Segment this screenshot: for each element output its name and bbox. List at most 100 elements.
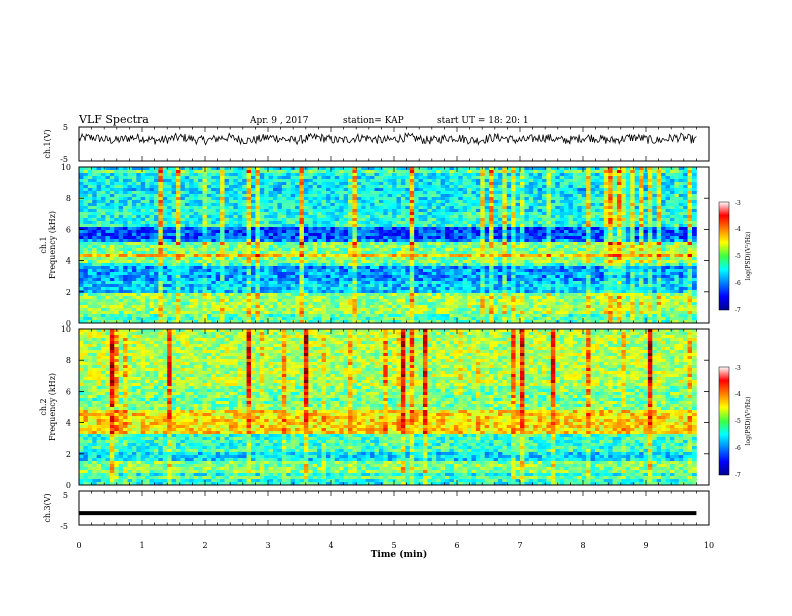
spectrogram-cell	[79, 236, 84, 240]
spectrogram-cell	[114, 263, 120, 267]
spectrogram-cell	[114, 242, 120, 246]
spectrogram-cell	[374, 272, 380, 276]
ch1-spectrogram-image	[79, 167, 697, 324]
spectrogram-cell	[202, 194, 208, 198]
spectrogram-cell	[599, 167, 605, 171]
spectrogram-cell	[568, 242, 574, 246]
spectrogram-cell	[568, 215, 574, 219]
spectrogram-cell	[334, 188, 340, 192]
spectrogram-cell	[246, 263, 252, 267]
spectrogram-cell	[105, 248, 111, 252]
spectrogram-cell	[572, 269, 578, 273]
spectrogram-cell	[577, 182, 583, 186]
spectrogram-cell	[79, 269, 84, 273]
spectrogram-cell	[603, 188, 609, 192]
spectrogram-cell	[550, 239, 556, 243]
spectrogram-cell	[449, 221, 455, 225]
spectrogram-cell	[431, 248, 437, 252]
spectrogram-cell	[237, 167, 243, 171]
spectrogram-cell	[325, 185, 331, 189]
spectrogram-cell	[118, 221, 124, 225]
spectrogram-cell	[568, 257, 574, 261]
spectrogram-cell	[431, 272, 437, 276]
spectrogram-cell	[418, 266, 424, 270]
spectrogram-cell	[176, 269, 181, 273]
spectrogram-cell	[321, 257, 327, 261]
spectrogram-cell	[669, 185, 675, 189]
spectrogram-cell	[308, 233, 314, 237]
spectrogram-cell	[612, 188, 618, 192]
spectrogram-cell	[290, 194, 296, 198]
spectrogram-cell	[127, 245, 133, 249]
spectrogram-cell	[656, 233, 662, 237]
spectrogram-cell	[590, 257, 596, 261]
spectrogram-cell	[339, 251, 344, 255]
spectrogram-cell	[184, 194, 190, 198]
spectrogram-cell	[387, 212, 393, 216]
spectrogram-cell	[612, 263, 618, 267]
spectrogram-cell	[458, 185, 464, 189]
spectrogram-cell	[281, 200, 287, 204]
spectrogram-cell	[189, 182, 195, 186]
spectrogram-cell	[480, 221, 486, 225]
spectrogram-cell	[471, 242, 477, 246]
spectrogram-cell	[400, 179, 406, 183]
spectrogram-cell	[484, 185, 490, 189]
spectrogram-cell	[180, 197, 186, 201]
spectrogram-cell	[687, 185, 693, 189]
spectrogram-cell	[136, 185, 142, 189]
spectrogram-cell	[171, 173, 177, 177]
spectrogram-cell	[400, 194, 406, 198]
spectrogram-cell	[325, 257, 331, 261]
spectrogram-cell	[568, 266, 574, 270]
spectrogram-cell	[617, 191, 622, 195]
spectrogram-cell	[462, 185, 468, 189]
spectrogram-cell	[268, 218, 274, 222]
spectrogram-cell	[524, 182, 530, 186]
spectrogram-cell	[184, 263, 190, 267]
spectrogram-cell	[321, 170, 327, 174]
spectrogram-cell	[409, 197, 415, 201]
spectrogram-cell	[612, 221, 618, 225]
spectrogram-cell	[334, 227, 340, 231]
spectrogram-cell	[92, 203, 98, 207]
spectrogram-cell	[317, 179, 322, 183]
spectrogram-cell	[171, 227, 177, 231]
spectrogram-cell	[361, 185, 367, 189]
spectrogram-cell	[325, 212, 331, 216]
spectrogram-cell	[449, 197, 455, 201]
spectrogram-cell	[511, 167, 516, 171]
spectrogram-cell	[149, 170, 155, 174]
spectrogram-cell	[277, 269, 283, 273]
spectrogram-cell	[665, 173, 671, 177]
spectrogram-cell	[123, 245, 128, 249]
spectrogram-cell	[264, 254, 270, 258]
spectrogram-cell	[400, 203, 406, 207]
spectrogram-cell	[603, 185, 609, 189]
spectrogram-cell	[427, 242, 433, 246]
spectrogram-cell	[537, 170, 543, 174]
spectrogram-cell	[145, 236, 150, 240]
spectrogram-cell	[83, 206, 89, 210]
spectrogram-cell	[220, 194, 225, 198]
spectrogram-cell	[612, 233, 618, 237]
spectrogram-cell	[131, 182, 137, 186]
spectrogram-cell	[273, 233, 278, 237]
spectrogram-cell	[542, 167, 547, 171]
spectrogram-cell	[656, 227, 662, 231]
spectrogram-cell	[383, 173, 389, 177]
spectrogram-cell	[365, 215, 371, 219]
spectrogram-cell	[533, 248, 539, 252]
spectrogram-cell	[484, 188, 490, 192]
spectrogram-cell	[277, 248, 283, 252]
spectrogram-cell	[661, 254, 666, 258]
spectrogram-cell	[193, 242, 199, 246]
spectrogram-cell	[564, 260, 569, 264]
spectrogram-cell	[131, 266, 137, 270]
spectrogram-cell	[502, 215, 508, 219]
spectrogram-cell	[506, 176, 512, 180]
spectrogram-cell	[193, 200, 199, 204]
spectrogram-cell	[431, 257, 437, 261]
spectrogram-cell	[625, 242, 631, 246]
spectrogram-cell	[674, 269, 680, 273]
